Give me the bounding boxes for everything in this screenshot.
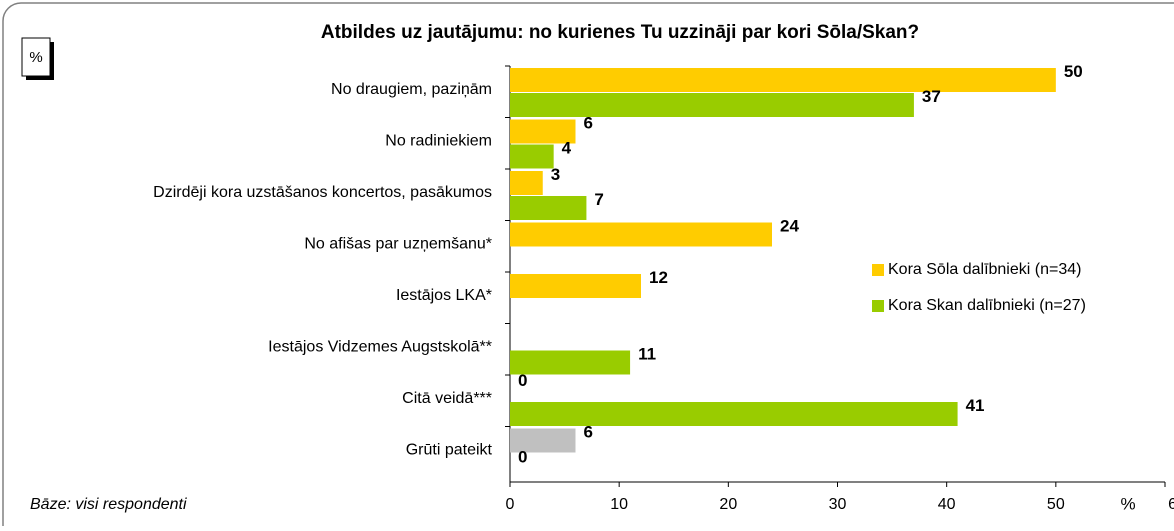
bar <box>510 68 1056 92</box>
y-tick-label: Grūti pateikt <box>406 442 493 459</box>
footnote: Bāze: visi respondenti <box>30 496 187 513</box>
y-tick-label: No afišas par uzņemšanu* <box>304 236 492 253</box>
x-tick-label: 40 <box>938 496 956 513</box>
data-label: 3 <box>551 165 560 184</box>
legend-label: Kora Sōla dalībnieki (n=34) <box>888 261 1081 278</box>
data-label: 41 <box>966 396 985 415</box>
data-label: 6 <box>584 422 593 441</box>
y-tick-label: Citā veidā*** <box>402 390 492 407</box>
chart-title: Atbildes uz jautājumu: no kurienes Tu uz… <box>321 22 919 43</box>
data-label: 24 <box>780 216 799 235</box>
bar <box>510 428 576 453</box>
y-tick-label: Dzirdēji kora uzstāšanos koncertos, pasā… <box>153 184 492 201</box>
y-tick-label: No draugiem, paziņām <box>331 81 492 98</box>
x-tick-label: 20 <box>719 496 737 513</box>
legend-swatch <box>872 300 884 312</box>
unit-box-label: % <box>29 49 42 66</box>
x-tick-label: 0 <box>506 496 515 513</box>
data-label: 0 <box>518 371 527 390</box>
bar <box>510 144 554 169</box>
y-tick-label: No radiniekiem <box>385 133 492 150</box>
bar <box>510 93 914 117</box>
y-tick-label: Iestājos Vidzemes Augstskolā** <box>268 339 492 356</box>
bar <box>510 222 772 247</box>
data-label: 7 <box>594 190 603 209</box>
bar <box>510 196 587 220</box>
x-tick-label: 50 <box>1047 496 1065 513</box>
x-axis-label: % <box>1120 494 1135 513</box>
bar <box>510 119 576 144</box>
data-label: 0 <box>518 447 527 466</box>
y-tick-label: Iestājos LKA* <box>396 287 492 304</box>
bar <box>510 274 641 298</box>
legend-swatch <box>872 264 884 276</box>
bar <box>510 402 958 426</box>
data-label: 4 <box>562 138 572 157</box>
unit-box <box>21 37 51 77</box>
legend-label: Kora Skan dalībnieki (n=27) <box>888 297 1086 314</box>
data-label: 11 <box>638 344 656 363</box>
data-label: 12 <box>649 268 668 287</box>
x-tick-label: 30 <box>829 496 847 513</box>
x-tick-label: 10 <box>610 496 628 513</box>
data-label: 6 <box>584 113 593 132</box>
bar <box>510 350 631 375</box>
data-label: 37 <box>922 87 941 106</box>
x-tick-label: 60 <box>1168 496 1174 513</box>
bar <box>510 171 543 195</box>
data-label: 50 <box>1064 62 1083 81</box>
